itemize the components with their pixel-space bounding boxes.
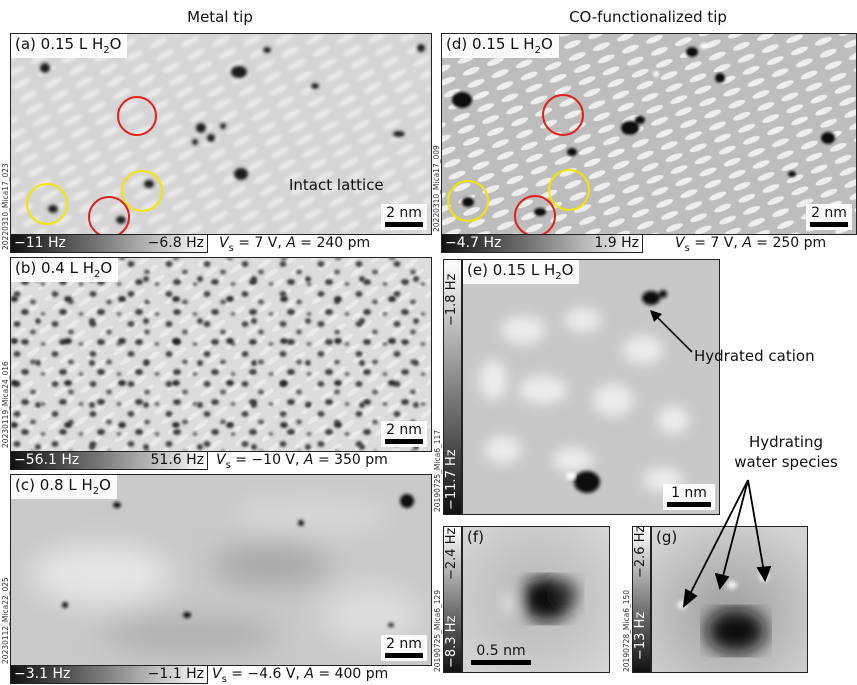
panel-g-filename: 20190728_Mica6_150 [622,589,631,672]
column-title-metal: Metal tip [187,8,253,26]
panel-b-filename: 20230119_Mica24_016 [1,361,10,448]
panel-g-colorbar [632,526,651,673]
panel-b-colorbar: −56.1 Hz 51.6 Hz [10,451,208,470]
panel-g-label: (g) [656,528,678,546]
panel-e-label: (e) 0.15 L H2O [463,260,580,284]
panel-b-afm-image [11,258,431,451]
hydrated-cation-arrow [650,310,693,353]
panel-e-image: (e) 0.15 L H2O 1 nm [462,259,720,515]
hydrating-water-annotation: Hydrating water species [734,433,838,471]
hydrated-cation-annotation: Hydrated cation [694,347,815,365]
panel-d-params: Vs = 7 V, A = 250 pm [675,235,827,254]
panel-c-image: (c) 0.8 L H2O 2 nm [10,474,432,666]
panel-e-afm-image [463,260,719,514]
panel-f-filename: 20190725_Mica6_129 [433,589,442,672]
panel-c-filename: 20230112_Mica22_025 [1,577,10,664]
panel-g-afm-image [652,527,807,672]
panel-a-image: (a) 0.15 L H2O Intact lattice 2 nm [10,33,432,235]
panel-g-cbar-high: −2.6 Hz [633,525,648,578]
panel-f-image: (f) 0.5 nm [462,526,610,673]
column-title-co: CO-functionalized tip [569,8,727,26]
panel-d-afm-image [442,34,856,234]
panel-d-label: (d) 0.15 L H2O [442,34,559,58]
panel-b-scalebar: 2 nm [381,421,427,447]
panel-d-image: (d) 0.15 L H2O 2 nm [441,33,857,235]
panel-a-scalebar: 2 nm [381,204,427,230]
panel-c-label: (c) 0.8 L H2O [11,475,117,499]
panel-f-colorbar [443,526,462,673]
panel-c-scalebar: 2 nm [381,635,427,661]
panel-a-label: (a) 0.15 L H2O [11,34,128,58]
panel-e-cbar-low: −11.7 Hz [444,449,459,510]
panel-e-cbar-high: −1.8 Hz [444,273,459,326]
panel-f-cbar-low: −8.3 Hz [444,615,459,668]
panel-f-label: (f) [467,528,484,546]
panel-a-colorbar: −11 Hz −6.8 Hz [10,234,208,253]
panel-c-params: Vs = −4.6 V, A = 400 pm [212,666,389,685]
panel-e-filename: 20190725_Mica6_117 [433,429,442,512]
panel-f-scalebar: 0.5 nm [467,642,535,668]
panel-g-cbar-low: −13 Hz [633,611,648,660]
panel-g-image: (g) [651,526,808,673]
panel-a-afm-image [11,34,431,234]
panel-a-filename: 20220310_Mica17_023 [1,163,10,250]
intact-lattice-annotation: Intact lattice [289,176,384,194]
panel-a-params: Vs = 7 V, A = 240 pm [219,235,371,254]
panel-c-colorbar: −3.1 Hz −1.1 Hz [10,665,208,684]
panel-d-scalebar: 2 nm [806,204,852,230]
panel-e-scalebar: 1 nm [663,484,715,510]
panel-d-colorbar: −4.7 Hz 1.9 Hz [441,234,643,253]
panel-f-cbar-high: −2.4 Hz [444,527,459,580]
panel-f-afm-image [463,527,609,672]
panel-b-params: Vs = −10 V, A = 350 pm [216,452,388,471]
hydrating-water-arrows [682,479,772,609]
panel-e-colorbar [443,259,462,515]
panel-c-afm-image [11,475,431,665]
panel-b-image: (b) 0.4 L H2O 2 nm [10,257,432,452]
panel-b-label: (b) 0.4 L H2O [11,258,119,282]
panel-d-filename: 20220310_Mica17_009 [432,145,441,232]
